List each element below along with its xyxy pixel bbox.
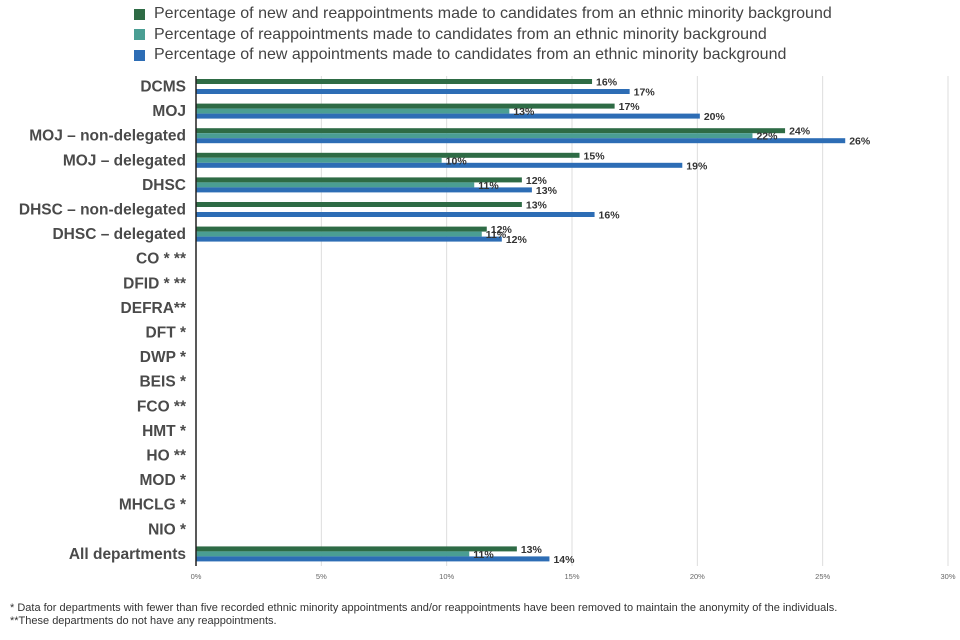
x-tick-label: 10% [439,572,454,581]
bar [196,231,482,237]
data-label: 11% [478,180,499,192]
x-tick-label: 30% [940,572,955,581]
category-label: HMT * [142,423,187,440]
legend-swatch-reappointments [134,29,145,41]
category-label: MOD * [140,472,187,489]
data-label: 17% [619,101,641,113]
category-label: DEFRA** [121,300,187,317]
data-labels: 16%17%24%15%12%13%12%13%13%22%10%11%11%1… [446,77,871,566]
category-label: MOJ [152,103,186,120]
bar [196,546,517,552]
data-label: 20% [704,111,726,123]
footnote-no-reappointments: **These departments do not have any reap… [10,615,277,627]
data-label: 10% [446,155,468,167]
data-label: 26% [849,136,871,148]
category-label: MOJ – non-delegated [29,128,186,145]
legend-label-new-and-reappointments: Percentage of new and reappointments mad… [154,5,832,23]
legend-swatch-new-and-reappointments [134,8,145,20]
legend-item-reappointments: Percentage of reappointments made to can… [134,25,832,46]
data-label: 13% [521,544,543,556]
legend-label-new-appointments: Percentage of new appointments made to c… [154,46,787,64]
category-label: DFT * [146,325,187,342]
bar [196,103,615,109]
bars [196,79,846,562]
data-label: 12% [526,175,548,187]
bar [196,177,522,183]
data-label: 11% [486,229,507,241]
legend-item-new-and-reappointments: Percentage of new and reappointments mad… [134,4,832,25]
category-label: FCO ** [137,398,187,415]
category-label: NIO * [148,521,187,538]
bar [196,236,502,242]
bar [196,551,470,557]
x-tick-label: 20% [690,572,705,581]
data-label: 22% [756,131,778,143]
bar [196,152,580,158]
category-label: MHCLG * [119,497,187,514]
bar [196,187,532,193]
legend: Percentage of new and reappointments mad… [134,4,832,66]
category-label: DFID * ** [123,275,187,292]
category-label: BEIS * [139,374,186,391]
data-label: 17% [634,87,656,99]
data-label: 16% [596,77,618,89]
data-label: 13% [513,106,535,118]
x-tick-label: 5% [316,572,327,581]
data-label: 14% [553,554,575,566]
data-label: 16% [599,210,621,222]
bar [196,108,510,114]
x-tick-label: 25% [815,572,830,581]
bar [196,138,846,144]
footnote-anonymity: * Data for departments with fewer than f… [10,602,838,614]
legend-swatch-new-appointments [134,49,145,61]
data-label: 19% [686,160,708,172]
x-tick-label: 15% [564,572,579,581]
data-label: 12% [506,234,528,246]
x-axis-ticks: 0% 5% 10% 15% 20% 25% 30% [191,572,956,581]
category-label: DWP * [140,349,187,366]
category-label: All departments [69,546,186,563]
bar [196,556,550,562]
legend-item-new-appointments: Percentage of new appointments made to c… [134,45,832,66]
legend-label-reappointments: Percentage of reappointments made to can… [154,25,767,43]
data-label: 13% [536,185,558,197]
footnotes: * Data for departments with fewer than f… [10,602,837,628]
bar [196,128,786,134]
data-label: 15% [584,150,606,162]
bar [196,202,522,207]
bar [196,113,700,119]
category-label: DCMS [140,79,186,96]
category-label: CO * ** [136,251,187,268]
category-label: DHSC – non-delegated [19,202,186,219]
x-tick-label: 0% [191,572,202,581]
bar [196,162,683,168]
bar [196,226,487,232]
data-label: 24% [789,126,811,138]
category-labels: DCMS MOJ MOJ – non-delegated MOJ – delegate… [19,79,187,563]
bar [196,79,593,84]
gridlines [320,76,949,566]
bar [196,133,753,139]
bar-chart: DCMS MOJ MOJ – non-delegated MOJ – delegate… [19,76,956,581]
category-label: HO ** [146,448,187,465]
category-label: MOJ – delegated [63,152,186,169]
bar [196,212,595,217]
category-label: DHSC [142,177,186,194]
data-label: 11% [473,549,494,561]
data-label: 13% [526,200,548,212]
bar [196,182,475,188]
bar [196,157,442,163]
bar [196,89,630,94]
data-label: 12% [491,224,513,236]
category-label: DHSC – delegated [52,226,186,243]
